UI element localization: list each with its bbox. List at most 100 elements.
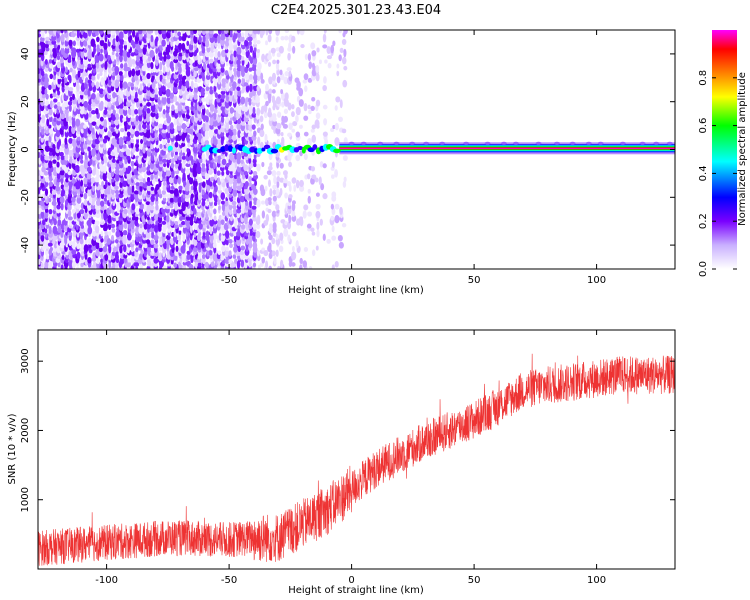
spectrogram-cell [68,125,73,134]
spectrogram-cell [173,30,178,34]
spectrogram-cell [182,172,186,182]
spectrogram-cell [213,215,217,222]
spectrogram-cell [177,31,181,37]
spectrogram-cell [279,69,283,76]
spectrogram-cell [307,137,312,147]
spectrogram-cell [118,193,124,199]
x-tick-label: 100 [587,575,606,586]
spectrogram-cell [134,130,140,137]
spectrogram-cell [59,147,65,152]
spectrogram-cell [99,200,105,207]
spectrogram-cell [217,189,223,194]
spectrogram-cell [161,39,166,47]
signal-onset-blob [270,148,279,154]
spectrogram-cell [267,61,272,67]
spectrogram-cell [67,62,73,68]
spectrogram-cell [241,32,245,38]
spectrogram-cell [254,180,258,187]
spectrogram-cell [221,170,225,176]
spectrogram-cell [115,52,119,57]
spectrogram-cell [308,109,312,115]
spectrogram-cell [334,168,338,178]
spectrogram-cell [175,175,179,180]
spectrogram-cell [71,240,76,250]
spectrogram-cell [131,166,135,172]
spectrogram-cell [125,88,131,97]
y-tick-label: 2000 [20,418,31,443]
spectrogram-cell [243,164,249,172]
spectrogram-cell [48,128,54,135]
signal-bump [585,141,592,145]
spectrogram-cell [128,69,132,78]
spectrogram-cell [100,100,104,107]
spectrogram-cell [182,264,187,269]
spectrogram-cell [131,30,136,38]
spectrogram-cell [234,217,238,227]
spectrogram-cell [41,166,47,173]
spectrogram-cell [136,137,139,145]
signal-bump [619,141,626,145]
spectrogram-cell [256,107,261,116]
spectrogram-cell [217,177,221,185]
spectrogram-cell [166,95,171,105]
spectrogram-cell [122,49,128,59]
spectrogram-cell [248,218,253,226]
spectrogram-cell [114,172,120,182]
spectrogram-cell [256,40,261,45]
spectrogram-cell [155,112,159,120]
spectrogram-cell [307,77,313,83]
spectrogram-cell [311,134,316,143]
spectrogram-cell [322,193,328,200]
spectrogram-cell [142,101,147,106]
spectrogram-cell [67,210,72,217]
spectrogram-cell [265,83,269,92]
spectrogram-cell [166,193,172,198]
spectrogram-cell [205,200,209,207]
spectrogram-cell [99,146,104,154]
spectrogram-cell [51,189,57,195]
spectrogram-cell [181,112,186,119]
spectrogram-cell [316,221,320,231]
spectrogram-cell [330,127,335,132]
spectrogram-cell [204,39,210,48]
spectrogram-cell [299,124,303,129]
spectrogram-cell [186,168,190,176]
spectrogram-cell [130,160,135,167]
spectrogram-cell [143,43,148,49]
spectrogram-cell [44,188,49,197]
spectrogram-cell [281,101,285,108]
spectrogram-cell [142,162,146,168]
spectrogram-cell [69,96,73,102]
spectrogram-cell [178,42,183,51]
spectrogram-cell [275,237,281,246]
spectrogram-cell [126,66,131,72]
spectrogram-cell [243,82,249,87]
spectrogram-cell [315,245,319,251]
spectrogram-cell [141,75,147,81]
spectrogram-cell [92,30,96,34]
spectrogram-cell [295,218,301,226]
spectrogram-cell [314,119,320,128]
spectrogram-cell [310,227,315,232]
spectrogram-cell [217,94,222,99]
spectrogram-cell [268,179,271,188]
signal-onset-blob [312,144,318,150]
spectrogram-cell [161,220,167,225]
spectrogram-cell [103,164,107,174]
spectrogram-cell [208,191,213,199]
spectrogram-cell [322,233,326,241]
spectrogram-cell [330,215,335,221]
spectrogram-cell [201,254,206,259]
spectrogram-cell [338,241,344,249]
spectrogram-cell [65,66,68,73]
spectrogram-cell [236,86,241,92]
spectrogram-cell [220,90,226,95]
spectrogram-cell [71,138,77,147]
spectrogram-cell [252,241,258,250]
spectrogram-cell [127,56,132,66]
spectrogram-cell [248,40,252,46]
spectrogram-cell [310,42,316,50]
spectrogram-cell [75,118,81,127]
spectrogram-cell [304,85,308,92]
spectrogram-cell [92,260,97,269]
